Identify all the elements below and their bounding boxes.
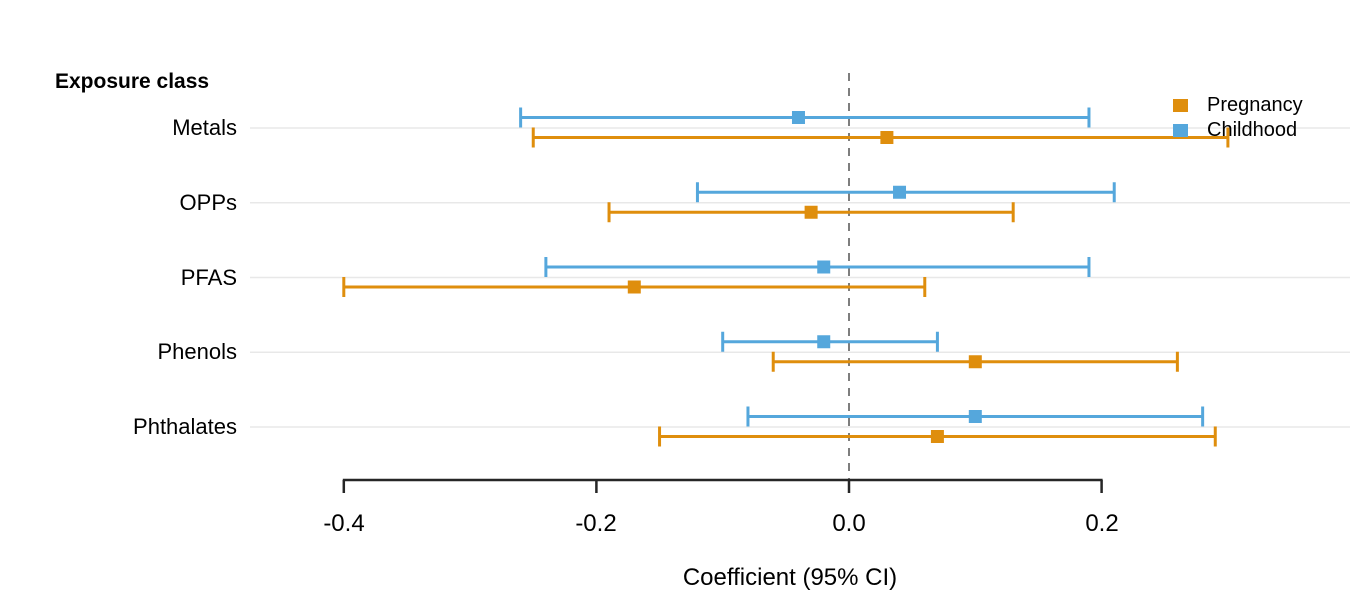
point-estimate-childhood-phthalates [968, 410, 982, 423]
point-estimate-childhood-phenols [817, 335, 831, 349]
y-axis-header: Exposure class [55, 70, 210, 93]
x-tick-label-zero: 0.0 [832, 510, 866, 537]
childhood-swatch-icon [1173, 124, 1188, 137]
point-estimate-pregnancy-pfas [627, 280, 641, 294]
legend-label-childhood: Childhood [1207, 119, 1298, 141]
legend-item-childhood: Childhood [1173, 118, 1303, 143]
legend-label-pregnancy: Pregnancy [1207, 94, 1303, 116]
category-label-phthalates: Phthalates [133, 414, 237, 439]
x-tick-label-neg04: -0.4 [323, 510, 365, 537]
point-estimate-pregnancy-phthalates [930, 430, 944, 443]
point-estimate-childhood-opps [893, 185, 907, 199]
point-estimate-childhood-metals [791, 111, 805, 124]
legend-item-pregnancy: Pregnancy [1173, 93, 1303, 118]
point-estimate-pregnancy-phenols [968, 355, 982, 369]
point-estimate-pregnancy-metals [880, 131, 894, 144]
category-label-opps: OPPs [179, 189, 237, 215]
x-tick-label-pos02: 0.2 [1085, 510, 1119, 537]
pregnancy-swatch-icon [1173, 99, 1188, 112]
point-estimate-pregnancy-opps [804, 205, 818, 219]
category-label-metals: Metals [172, 115, 237, 140]
x-tick-label-neg02: -0.2 [575, 510, 617, 537]
category-label-pfas: PFAS [180, 264, 237, 290]
category-label-phenols: Phenols [157, 339, 237, 365]
legend: Pregnancy Childhood [1173, 93, 1303, 143]
point-estimate-childhood-pfas [817, 260, 831, 274]
x-axis-title: Coefficient (95% CI) [682, 564, 898, 591]
